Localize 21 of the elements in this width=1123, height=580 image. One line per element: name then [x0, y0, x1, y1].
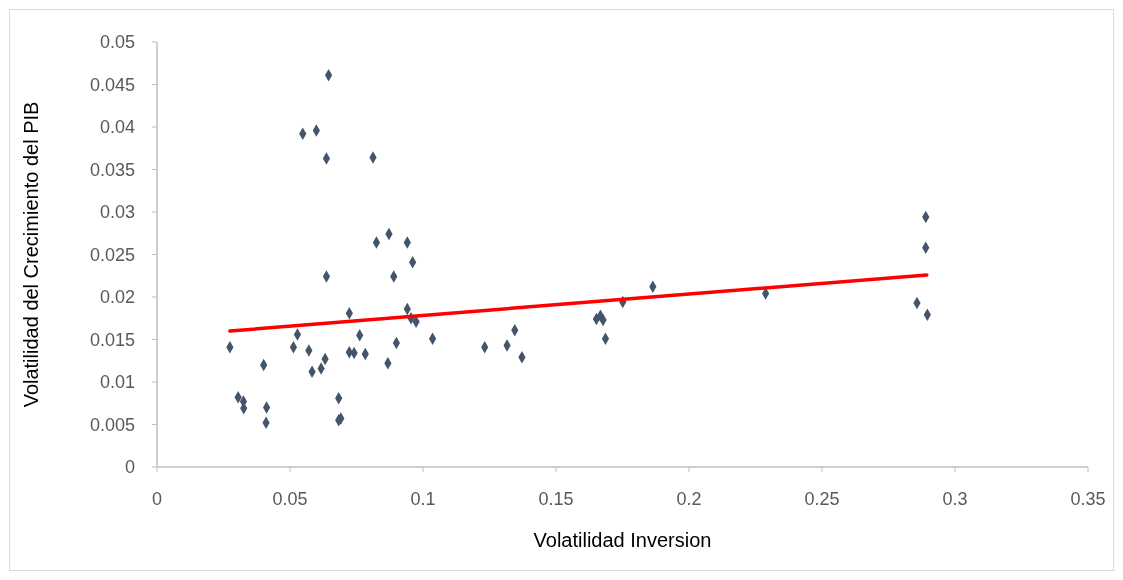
x-tick-label: 0.25 [804, 489, 840, 509]
y-tick-label: 0 [124, 457, 135, 478]
y-tick-label: 0.01 [99, 372, 135, 393]
y-tick-label: 0.03 [99, 202, 135, 223]
y-tick-label: 0.04 [99, 117, 135, 138]
x-tick-label: 0.1 [410, 489, 436, 509]
y-tick-label: 0.02 [99, 287, 135, 308]
x-tick-label: 0.15 [538, 489, 574, 509]
y-axis-title: Volatilidad del Crecimiento del PIB [20, 101, 42, 408]
y-tick-label: 0.005 [89, 414, 135, 435]
x-tick-label: 0.05 [272, 489, 308, 509]
y-tick-label: 0.045 [89, 74, 135, 95]
y-tick-label: 0.035 [89, 159, 135, 180]
x-tick-label: 0 [151, 489, 163, 509]
x-tick-label: 0.2 [676, 489, 702, 509]
x-tick-label: 0.35 [1070, 489, 1106, 509]
y-tick-label: 0.05 [99, 32, 135, 53]
y-tick-label: 0.015 [89, 329, 135, 350]
x-tick-label: 0.3 [942, 489, 968, 509]
x-axis-title: Volatilidad Inversion [533, 529, 712, 551]
y-tick-label: 0.025 [89, 244, 135, 265]
